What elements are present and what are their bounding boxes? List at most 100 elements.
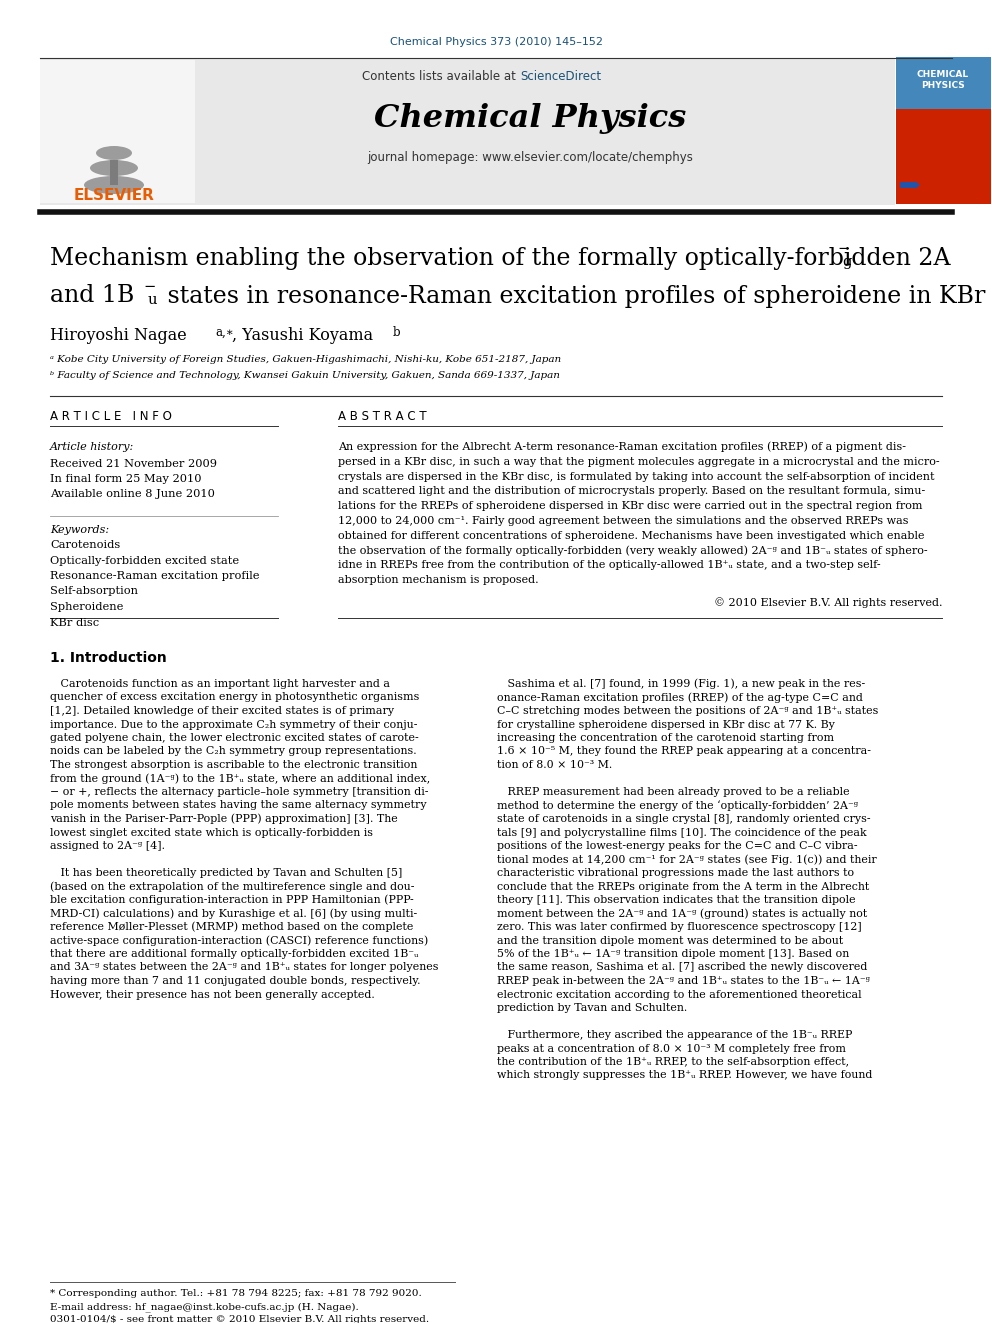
Text: Mechanism enabling the observation of the formally optically-forbidden 2A: Mechanism enabling the observation of th… — [50, 246, 950, 270]
Text: ᵃ Kobe City University of Foreign Studies, Gakuen-Higashimachi, Nishi-ku, Kobe 6: ᵃ Kobe City University of Foreign Studie… — [50, 356, 561, 365]
Text: noids can be labeled by the C₂h symmetry group representations.: noids can be labeled by the C₂h symmetry… — [50, 746, 417, 757]
Ellipse shape — [90, 160, 138, 176]
Text: lations for the RREPs of spheroidene dispersed in KBr disc were carried out in t: lations for the RREPs of spheroidene dis… — [338, 501, 923, 511]
Bar — [896, 108, 991, 204]
Text: , Yasushi Koyama: , Yasushi Koyama — [232, 328, 373, 344]
Text: It has been theoretically predicted by Tavan and Schulten [5]: It has been theoretically predicted by T… — [50, 868, 403, 878]
Text: quencher of excess excitation energy in photosynthetic organisms: quencher of excess excitation energy in … — [50, 692, 420, 703]
Text: Hiroyoshi Nagae: Hiroyoshi Nagae — [50, 328, 186, 344]
Text: lowest singlet excited state which is optically-forbidden is: lowest singlet excited state which is op… — [50, 827, 373, 837]
Text: KBr disc: KBr disc — [50, 618, 99, 627]
Text: assigned to 2A⁻ᵍ [4].: assigned to 2A⁻ᵍ [4]. — [50, 841, 165, 851]
Text: An expression for the Albrecht A-term resonance-Raman excitation profiles (RREP): An expression for the Albrecht A-term re… — [338, 442, 906, 452]
Text: conclude that the RREPs originate from the A term in the Albrecht: conclude that the RREPs originate from t… — [497, 881, 869, 892]
Text: Article history:: Article history: — [50, 442, 134, 452]
Text: positions of the lowest-energy peaks for the C=C and C–C vibra-: positions of the lowest-energy peaks for… — [497, 841, 858, 851]
Text: the observation of the formally optically-forbidden (very weakly allowed) 2A⁻ᵍ a: the observation of the formally opticall… — [338, 545, 928, 556]
Text: Carotenoids: Carotenoids — [50, 540, 120, 550]
Text: peaks at a concentration of 8.0 × 10⁻³ M completely free from: peaks at a concentration of 8.0 × 10⁻³ M… — [497, 1044, 846, 1053]
Text: (based on the extrapolation of the multireference single and dou-: (based on the extrapolation of the multi… — [50, 881, 415, 892]
Text: tals [9] and polycrystalline films [10]. The coincidence of the peak: tals [9] and polycrystalline films [10].… — [497, 827, 867, 837]
Text: [1,2]. Detailed knowledge of their excited states is of primary: [1,2]. Detailed knowledge of their excit… — [50, 706, 394, 716]
Text: vanish in the Pariser-Parr-Pople (PPP) approximation] [3]. The: vanish in the Pariser-Parr-Pople (PPP) a… — [50, 814, 398, 824]
Text: b: b — [393, 325, 401, 339]
Text: g: g — [842, 255, 851, 269]
Text: zero. This was later confirmed by fluorescence spectroscopy [12]: zero. This was later confirmed by fluore… — [497, 922, 862, 931]
Bar — [110, 160, 118, 185]
Text: Optically-forbidden excited state: Optically-forbidden excited state — [50, 556, 239, 565]
Text: However, their presence has not been generally accepted.: However, their presence has not been gen… — [50, 990, 375, 999]
Text: u: u — [148, 292, 158, 307]
Text: 1. Introduction: 1. Introduction — [50, 651, 167, 665]
Text: obtained for different concentrations of spheroidene. Mechanisms have been inves: obtained for different concentrations of… — [338, 531, 925, 541]
Text: tional modes at 14,200 cm⁻¹ for 2A⁻ᵍ states (see Fig. 1(c)) and their: tional modes at 14,200 cm⁻¹ for 2A⁻ᵍ sta… — [497, 855, 877, 865]
Text: © 2010 Elsevier B.V. All rights reserved.: © 2010 Elsevier B.V. All rights reserved… — [713, 598, 942, 609]
Text: for crystalline spheroidene dispersed in KBr disc at 77 K. By: for crystalline spheroidene dispersed in… — [497, 720, 835, 729]
Text: ELSEVIER: ELSEVIER — [73, 188, 155, 202]
Text: crystals are dispersed in the KBr disc, is formulated by taking into account the: crystals are dispersed in the KBr disc, … — [338, 471, 934, 482]
Text: −: − — [143, 280, 156, 294]
Text: having more than 7 and 11 conjugated double bonds, respectively.: having more than 7 and 11 conjugated dou… — [50, 976, 421, 986]
Text: active-space configuration-interaction (CASCI) reference functions): active-space configuration-interaction (… — [50, 935, 429, 946]
Text: ᵇ Faculty of Science and Technology, Kwansei Gakuin University, Gakuen, Sanda 66: ᵇ Faculty of Science and Technology, Kwa… — [50, 372, 559, 381]
Text: CHEMICAL
PHYSICS: CHEMICAL PHYSICS — [917, 70, 969, 90]
Text: theory [11]. This observation indicates that the transition dipole: theory [11]. This observation indicates … — [497, 894, 856, 905]
Text: 1.6 × 10⁻⁵ M, they found the RREP peak appearing at a concentra-: 1.6 × 10⁻⁵ M, they found the RREP peak a… — [497, 746, 871, 757]
Text: 5% of the 1B⁺ᵤ ← 1A⁻ᵍ transition dipole moment [13]. Based on: 5% of the 1B⁺ᵤ ← 1A⁻ᵍ transition dipole … — [497, 949, 849, 959]
Text: −: − — [837, 242, 849, 255]
Text: electronic excitation according to the aforementioned theoretical: electronic excitation according to the a… — [497, 990, 862, 999]
Text: Chemical Physics 373 (2010) 145–152: Chemical Physics 373 (2010) 145–152 — [390, 37, 602, 48]
Text: * Corresponding author. Tel.: +81 78 794 8225; fax: +81 78 792 9020.: * Corresponding author. Tel.: +81 78 794… — [50, 1290, 422, 1298]
Text: Available online 8 June 2010: Available online 8 June 2010 — [50, 490, 215, 499]
Text: A R T I C L E   I N F O: A R T I C L E I N F O — [50, 410, 172, 422]
Text: idne in RREPs free from the contribution of the optically-allowed 1B⁺ᵤ state, an: idne in RREPs free from the contribution… — [338, 561, 881, 570]
Text: Chemical Physics: Chemical Physics — [374, 102, 686, 134]
Text: RREP peak in-between the 2A⁻ᵍ and 1B⁺ᵤ states to the 1B⁻ᵤ ← 1A⁻ᵍ: RREP peak in-between the 2A⁻ᵍ and 1B⁺ᵤ s… — [497, 976, 870, 986]
Text: ScienceDirect: ScienceDirect — [520, 70, 601, 82]
Text: The strongest absorption is ascribable to the electronic transition: The strongest absorption is ascribable t… — [50, 759, 418, 770]
Text: and 1B: and 1B — [50, 284, 134, 307]
Text: E-mail address: hf_nagae@inst.kobe-cufs.ac.jp (H. Nagae).: E-mail address: hf_nagae@inst.kobe-cufs.… — [50, 1302, 359, 1312]
Text: Received 21 November 2009: Received 21 November 2009 — [50, 459, 217, 468]
Text: state of carotenoids in a single crystal [8], randomly oriented crys-: state of carotenoids in a single crystal… — [497, 814, 871, 824]
Text: a,∗: a,∗ — [215, 325, 234, 339]
Text: reference Møller-Plesset (MRMP) method based on the complete: reference Møller-Plesset (MRMP) method b… — [50, 922, 414, 933]
Text: which strongly suppresses the 1B⁺ᵤ RREP. However, we have found: which strongly suppresses the 1B⁺ᵤ RREP.… — [497, 1070, 872, 1081]
Text: and the transition dipole moment was determined to be about: and the transition dipole moment was det… — [497, 935, 843, 946]
Text: characteristic vibrational progressions made the last authors to: characteristic vibrational progressions … — [497, 868, 854, 878]
Text: Contents lists available at: Contents lists available at — [362, 70, 520, 82]
Text: Sashima et al. [7] found, in 1999 (Fig. 1), a new peak in the res-: Sashima et al. [7] found, in 1999 (Fig. … — [497, 679, 865, 689]
Text: pole moments between states having the same alternacy symmetry: pole moments between states having the s… — [50, 800, 427, 811]
Text: that there are additional formally optically-forbidden excited 1B⁻ᵤ: that there are additional formally optic… — [50, 949, 419, 959]
Text: the contribution of the 1B⁺ᵤ RREP, to the self-absorption effect,: the contribution of the 1B⁺ᵤ RREP, to th… — [497, 1057, 849, 1068]
Text: method to determine the energy of the ‘optically-forbidden’ 2A⁻ᵍ: method to determine the energy of the ‘o… — [497, 800, 858, 811]
Text: increasing the concentration of the carotenoid starting from: increasing the concentration of the caro… — [497, 733, 834, 744]
FancyArrow shape — [900, 181, 920, 189]
Text: prediction by Tavan and Schulten.: prediction by Tavan and Schulten. — [497, 1003, 687, 1013]
Bar — [40, 58, 895, 205]
Text: the same reason, Sashima et al. [7] ascribed the newly discovered: the same reason, Sashima et al. [7] ascr… — [497, 963, 867, 972]
Text: journal homepage: www.elsevier.com/locate/chemphys: journal homepage: www.elsevier.com/locat… — [367, 152, 693, 164]
Text: Self-absorption: Self-absorption — [50, 586, 138, 597]
Ellipse shape — [96, 146, 132, 160]
Text: onance-Raman excitation profiles (RREP) of the ag-type C=C and: onance-Raman excitation profiles (RREP) … — [497, 692, 863, 703]
Text: 0301-0104/$ - see front matter © 2010 Elsevier B.V. All rights reserved.: 0301-0104/$ - see front matter © 2010 El… — [50, 1315, 430, 1323]
Text: persed in a KBr disc, in such a way that the pigment molecules aggregate in a mi: persed in a KBr disc, in such a way that… — [338, 456, 939, 467]
Text: states in resonance-Raman excitation profiles of spheroidene in KBr disc: states in resonance-Raman excitation pro… — [160, 284, 992, 307]
Text: In final form 25 May 2010: In final form 25 May 2010 — [50, 474, 201, 484]
Bar — [896, 57, 991, 108]
Text: C–C stretching modes between the positions of 2A⁻ᵍ and 1B⁺ᵤ states: C–C stretching modes between the positio… — [497, 706, 878, 716]
Text: MRD-CI) calculations) and by Kurashige et al. [6] (by using multi-: MRD-CI) calculations) and by Kurashige e… — [50, 908, 418, 918]
Text: − or +, reflects the alternacy particle–hole symmetry [transition di-: − or +, reflects the alternacy particle–… — [50, 787, 429, 796]
Text: tion of 8.0 × 10⁻³ M.: tion of 8.0 × 10⁻³ M. — [497, 759, 612, 770]
Text: ble excitation configuration-interaction in PPP Hamiltonian (PPP-: ble excitation configuration-interaction… — [50, 894, 414, 905]
Bar — [40, 60, 195, 202]
Text: RREP measurement had been already proved to be a reliable: RREP measurement had been already proved… — [497, 787, 849, 796]
Text: gated polyene chain, the lower electronic excited states of carote-: gated polyene chain, the lower electroni… — [50, 733, 419, 744]
Text: A B S T R A C T: A B S T R A C T — [338, 410, 427, 422]
Ellipse shape — [84, 176, 144, 194]
Text: and 3A⁻ᵍ states between the 2A⁻ᵍ and 1B⁺ᵤ states for longer polyenes: and 3A⁻ᵍ states between the 2A⁻ᵍ and 1B⁺… — [50, 963, 438, 972]
Text: 12,000 to 24,000 cm⁻¹. Fairly good agreement between the simulations and the obs: 12,000 to 24,000 cm⁻¹. Fairly good agree… — [338, 516, 909, 527]
Text: Furthermore, they ascribed the appearance of the 1B⁻ᵤ RREP: Furthermore, they ascribed the appearanc… — [497, 1031, 852, 1040]
Text: Spheroidene: Spheroidene — [50, 602, 123, 613]
